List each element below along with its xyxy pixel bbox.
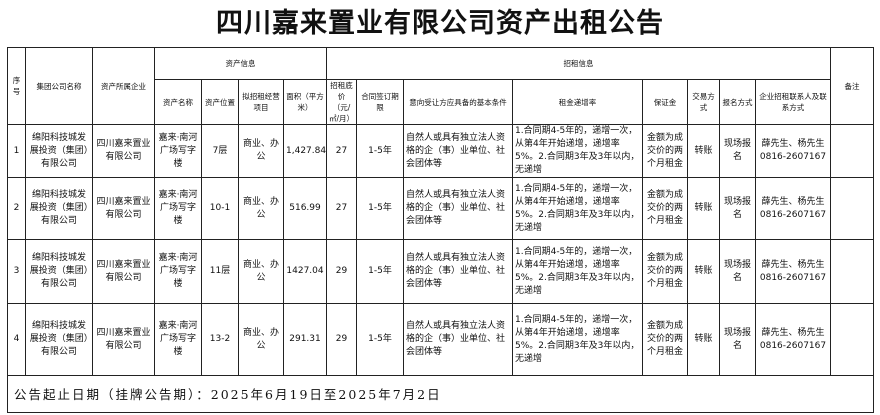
cell-business: 商业、办公: [238, 303, 284, 376]
cell-seq: 1: [7, 124, 26, 178]
header-price: 招租底价（元/㎡/月）: [326, 79, 357, 125]
cell-conditions: 自然人或具有独立法人资格的企（事）业单位、社会团体等: [403, 303, 513, 376]
cell-contact: 薛先生、杨先生 0816-2607167: [755, 177, 831, 240]
header-asset-info: 资产信息: [154, 47, 327, 80]
cell-trade: 转账: [687, 177, 720, 240]
cell-price: 27: [326, 124, 357, 178]
cell-signup: 现场报名: [719, 124, 756, 178]
cell-increase: 1.合同期4-5年的，递增一次，从第4年开始递增，递增率5%。2.合同期3年及3…: [512, 239, 643, 304]
cell-price: 29: [326, 239, 357, 304]
table-row: 4 绵阳科技城发展投资（集团）有限公司 四川嘉来置业有限公司 嘉来·南河广场写字楼 13…: [7, 303, 874, 376]
header-seq: 序号: [7, 47, 26, 125]
cell-contact: 薛先生、杨先生 0816-2607167: [755, 303, 831, 376]
header-lease-info: 招租信息: [326, 47, 831, 80]
cell-area: 1,427.84: [283, 124, 327, 178]
header-deposit: 保证金: [642, 79, 688, 125]
header-signup: 报名方式: [719, 79, 756, 125]
cell-trade: 转账: [687, 239, 720, 304]
cell-group: 绵阳科技城发展投资（集团）有限公司: [25, 177, 93, 240]
cell-area: 291.31: [283, 303, 327, 376]
cell-deposit: 金额为成交价的两个月租金: [642, 124, 688, 178]
header-contact: 企业招租联系人及联系方式: [755, 79, 831, 125]
cell-increase: 1.合同期4-5年的，递增一次，从第4年开始递增，递增率5%。2.合同期3年及3…: [512, 124, 643, 178]
cell-asset-name: 嘉来·南河广场写字楼: [154, 177, 202, 240]
cell-term: 1-5年: [356, 177, 404, 240]
cell-term: 1-5年: [356, 124, 404, 178]
cell-deposit: 金额为成交价的两个月租金: [642, 303, 688, 376]
cell-price: 27: [326, 177, 357, 240]
cell-signup: 现场报名: [719, 177, 756, 240]
cell-contact: 薛先生、杨先生 0816-2607167: [755, 239, 831, 304]
cell-location: 7层: [201, 124, 239, 178]
header-group: 集团公司名称: [25, 47, 93, 125]
cell-trade: 转账: [687, 303, 720, 376]
cell-deposit: 金额为成交价的两个月租金: [642, 177, 688, 240]
cell-group: 绵阳科技城发展投资（集团）有限公司: [25, 239, 93, 304]
cell-group: 绵阳科技城发展投资（集团）有限公司: [25, 303, 93, 376]
cell-seq: 3: [7, 239, 26, 304]
cell-owner: 四川嘉来置业有限公司: [92, 124, 155, 178]
cell-increase: 1.合同期4-5年的，递增一次，从第4年开始递增，递增率5%。2.合同期3年及3…: [512, 303, 643, 376]
cell-owner: 四川嘉来置业有限公司: [92, 303, 155, 376]
table-row: 3 绵阳科技城发展投资（集团）有限公司 四川嘉来置业有限公司 嘉来·南河广场写字楼 11…: [7, 239, 874, 304]
cell-business: 商业、办公: [238, 239, 284, 304]
cell-remark: [830, 303, 874, 376]
header-business: 拟招租经营项目: [238, 79, 284, 125]
table-row: 1 绵阳科技城发展投资（集团）有限公司 四川嘉来置业有限公司 嘉来·南河广场写字楼 7层…: [7, 124, 874, 178]
header-remark: 备注: [830, 47, 874, 125]
cell-price: 29: [326, 303, 357, 376]
cell-business: 商业、办公: [238, 177, 284, 240]
cell-asset-name: 嘉来·南河广场写字楼: [154, 124, 202, 178]
header-trade: 交易方式: [687, 79, 720, 125]
cell-owner: 四川嘉来置业有限公司: [92, 239, 155, 304]
cell-location: 11层: [201, 239, 239, 304]
header-increase: 租金递增率: [512, 79, 643, 125]
cell-remark: [830, 124, 874, 178]
cell-trade: 转账: [687, 124, 720, 178]
cell-conditions: 自然人或具有独立法人资格的企（事）业单位、社会团体等: [403, 177, 513, 240]
cell-remark: [830, 177, 874, 240]
cell-asset-name: 嘉来·南河广场写字楼: [154, 239, 202, 304]
cell-conditions: 自然人或具有独立法人资格的企（事）业单位、社会团体等: [403, 124, 513, 178]
cell-area: 1427.04: [283, 239, 327, 304]
header-conditions: 意向受让方应具备的基本条件: [403, 79, 513, 125]
cell-location: 10-1: [201, 177, 239, 240]
cell-seq: 4: [7, 303, 26, 376]
cell-location: 13-2: [201, 303, 239, 376]
header-area: 面积（平方米）: [283, 79, 327, 125]
cell-increase: 1.合同期4-5年的，递增一次，从第4年开始递增，递增率5%。2.合同期3年及3…: [512, 177, 643, 240]
cell-owner: 四川嘉来置业有限公司: [92, 177, 155, 240]
cell-area: 516.99: [283, 177, 327, 240]
table-row: 2 绵阳科技城发展投资（集团）有限公司 四川嘉来置业有限公司 嘉来·南河广场写字楼 10…: [7, 177, 874, 240]
notice-period: 公告起止日期（挂牌公告期）：2025年6月19日至2025年7月2日: [7, 375, 874, 413]
lease-table: 序号 集团公司名称 资产所属企业 资产信息 招租信息 备注 资产名称 资产位置 …: [7, 47, 874, 413]
cell-term: 1-5年: [356, 239, 404, 304]
cell-signup: 现场报名: [719, 239, 756, 304]
header-asset-name: 资产名称: [154, 79, 202, 125]
cell-term: 1-5年: [356, 303, 404, 376]
cell-signup: 现场报名: [719, 303, 756, 376]
header-owner: 资产所属企业: [92, 47, 155, 125]
header-location: 资产位置: [201, 79, 239, 125]
cell-remark: [830, 239, 874, 304]
cell-asset-name: 嘉来·南河广场写字楼: [154, 303, 202, 376]
cell-contact: 薛先生、杨先生 0816-2607167: [755, 124, 831, 178]
page-title: 四川嘉来置业有限公司资产出租公告: [216, 8, 664, 39]
cell-seq: 2: [7, 177, 26, 240]
cell-business: 商业、办公: [238, 124, 284, 178]
cell-deposit: 金额为成交价的两个月租金: [642, 239, 688, 304]
cell-conditions: 自然人或具有独立法人资格的企（事）业单位、社会团体等: [403, 239, 513, 304]
cell-group: 绵阳科技城发展投资（集团）有限公司: [25, 124, 93, 178]
header-term: 合同签订期限: [356, 79, 404, 125]
